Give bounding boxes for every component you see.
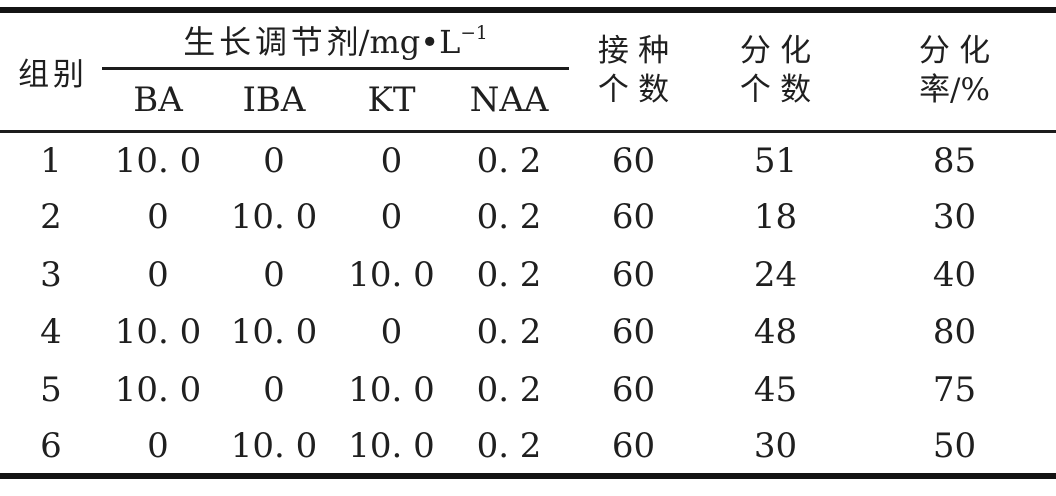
cell-differentiated: 18 bbox=[753, 197, 798, 238]
differentiated-label-line2: 个数 bbox=[739, 72, 821, 109]
cell-kt: 10. 0 bbox=[348, 369, 435, 410]
cell-kt: 10. 0 bbox=[348, 254, 435, 295]
regulator-label-cn: 生长调节剂 bbox=[183, 22, 363, 61]
cell-iba: 0 bbox=[263, 369, 285, 410]
cell-naa: 0. 2 bbox=[476, 254, 542, 295]
cell-naa: 0. 2 bbox=[476, 140, 542, 181]
col-header-inoculated: 接种 个数 bbox=[569, 10, 699, 133]
col-header-kt: KT bbox=[334, 68, 449, 133]
col-header-rate: 分化 率/% bbox=[853, 10, 1056, 133]
cell-group: 3 bbox=[40, 254, 62, 295]
cell-ba: 10. 0 bbox=[114, 312, 202, 353]
cell-group: 2 bbox=[40, 197, 62, 238]
cell-rate: 40 bbox=[932, 254, 977, 295]
growth-regulator-table: 组别 生长调节剂/mg•L−1 接种 个数 分化 个数 分化 bbox=[0, 7, 1056, 479]
cell-iba: 10. 0 bbox=[230, 197, 318, 238]
table-row: 5 10. 0 0 10. 0 0. 2 60 45 75 bbox=[0, 361, 1056, 419]
inoculated-label-line1: 接种 bbox=[597, 32, 679, 69]
cell-group: 1 bbox=[40, 140, 62, 181]
col-header-naa: NAA bbox=[449, 68, 570, 133]
cell-rate: 50 bbox=[932, 425, 977, 466]
table-header: 组别 生长调节剂/mg•L−1 接种 个数 分化 个数 分化 bbox=[0, 10, 1056, 133]
col-header-ba: BA bbox=[102, 68, 214, 133]
cell-group: 4 bbox=[40, 312, 62, 353]
cell-group: 5 bbox=[40, 369, 62, 410]
cell-ba: 0 bbox=[147, 254, 169, 295]
rate-label: 分化 率/% bbox=[853, 32, 1056, 111]
col-header-group: 组别 bbox=[0, 10, 102, 133]
cell-differentiated: 51 bbox=[753, 140, 798, 181]
paper-sheet: 组别 生长调节剂/mg•L−1 接种 个数 分化 个数 分化 bbox=[0, 7, 1056, 479]
header-row-top: 组别 生长调节剂/mg•L−1 接种 个数 分化 个数 分化 bbox=[0, 10, 1056, 133]
cell-differentiated: 48 bbox=[753, 312, 798, 353]
table-row: 4 10. 0 10. 0 0 0. 2 60 48 80 bbox=[0, 304, 1056, 362]
cell-group: 6 bbox=[40, 425, 62, 466]
cell-iba: 10. 0 bbox=[230, 425, 318, 466]
cell-iba: 10. 0 bbox=[230, 312, 318, 353]
inoculated-label: 接种 个数 bbox=[569, 32, 698, 111]
cell-inoculated: 60 bbox=[611, 197, 656, 238]
table-row: 1 10. 0 0 0 0. 2 60 51 85 bbox=[0, 131, 1056, 189]
cell-rate: 85 bbox=[932, 140, 977, 181]
cell-iba: 0 bbox=[263, 140, 285, 181]
cell-rate: 75 bbox=[932, 369, 977, 410]
cell-iba: 0 bbox=[263, 254, 285, 295]
table-row: 6 0 10. 0 10. 0 0. 2 60 30 50 bbox=[0, 419, 1056, 477]
cell-differentiated: 45 bbox=[753, 369, 798, 410]
cell-differentiated: 24 bbox=[753, 254, 798, 295]
col-header-differentiated: 分化 个数 bbox=[698, 10, 854, 133]
col-header-regulator: 生长调节剂/mg•L−1 bbox=[102, 10, 570, 70]
col-header-group-label: 组别 bbox=[18, 56, 88, 93]
cell-ba: 0 bbox=[147, 425, 169, 466]
table-row: 2 0 10. 0 0 0. 2 60 18 30 bbox=[0, 189, 1056, 247]
cell-differentiated: 30 bbox=[753, 425, 798, 466]
cell-naa: 0. 2 bbox=[476, 312, 542, 353]
cell-kt: 10. 0 bbox=[348, 425, 435, 466]
col-header-iba: IBA bbox=[214, 68, 334, 133]
cell-kt: 0 bbox=[380, 312, 403, 353]
differentiated-label: 分化 个数 bbox=[698, 32, 853, 111]
cell-naa: 0. 2 bbox=[476, 425, 542, 466]
cell-inoculated: 60 bbox=[611, 312, 656, 353]
table-body: 1 10. 0 0 0 0. 2 60 51 85 2 0 10. 0 0 0.… bbox=[0, 131, 1056, 476]
cell-naa: 0. 2 bbox=[476, 369, 542, 410]
cell-ba: 10. 0 bbox=[114, 140, 202, 181]
cell-inoculated: 60 bbox=[611, 254, 656, 295]
cell-ba: 10. 0 bbox=[114, 369, 202, 410]
cell-kt: 0 bbox=[380, 197, 403, 238]
differentiated-label-line1: 分化 bbox=[739, 32, 821, 69]
cell-rate: 80 bbox=[932, 312, 977, 353]
cell-inoculated: 60 bbox=[611, 425, 656, 466]
cell-naa: 0. 2 bbox=[476, 197, 542, 238]
regulator-exponent: −1 bbox=[460, 23, 488, 45]
rate-label-line2: 率/% bbox=[919, 72, 990, 109]
rate-label-line1: 分化 bbox=[918, 32, 1000, 69]
table-row: 3 0 0 10. 0 0. 2 60 24 40 bbox=[0, 246, 1056, 304]
inoculated-label-line2: 个数 bbox=[597, 72, 679, 109]
cell-inoculated: 60 bbox=[611, 140, 656, 181]
cell-rate: 30 bbox=[932, 197, 977, 238]
header-row-sub: BA IBA KT NAA bbox=[0, 68, 1056, 133]
regulator-unit: /mg•L bbox=[358, 22, 461, 61]
cell-inoculated: 60 bbox=[611, 369, 656, 410]
cell-ba: 0 bbox=[147, 197, 169, 238]
cell-kt: 0 bbox=[380, 140, 403, 181]
